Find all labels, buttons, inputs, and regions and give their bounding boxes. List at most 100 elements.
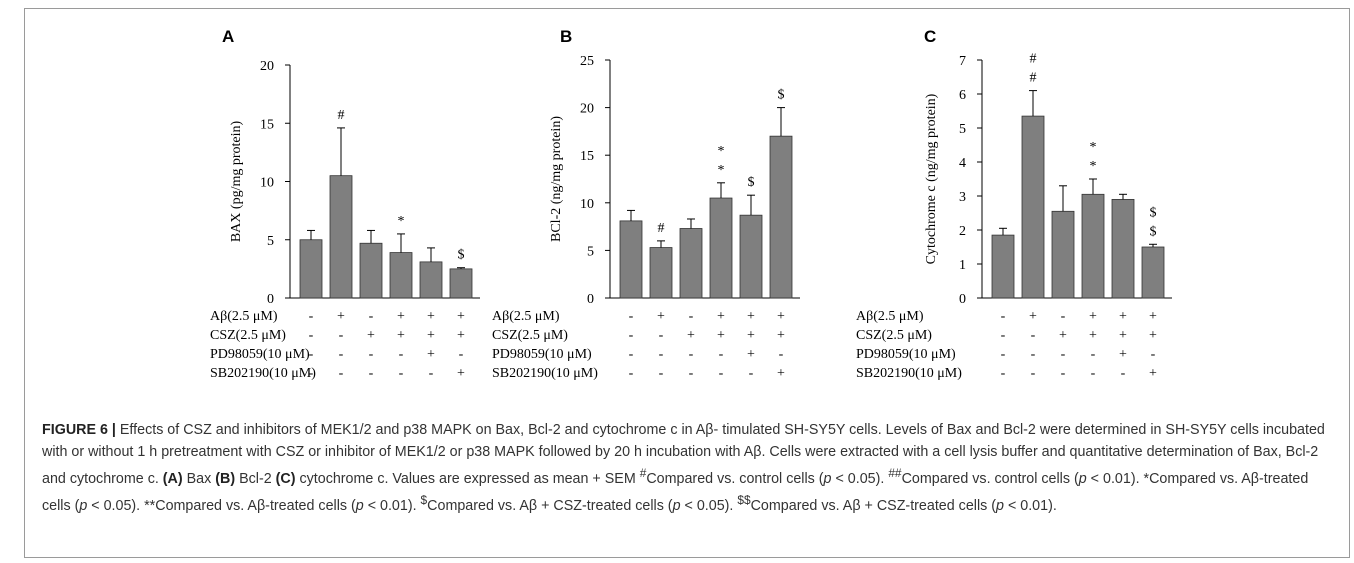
panel-b-treatment-sign: -: [629, 309, 634, 324]
panel-c-treatment-sign: -: [1091, 366, 1096, 381]
panel-b-y-tick-label: 10: [580, 197, 594, 212]
panel-a-treatment-sign: -: [339, 347, 344, 362]
panel-c-y-tick-label: 1: [959, 258, 966, 273]
panel-b-treatment-sign: +: [777, 366, 785, 381]
panel-a-treatment-label: CSZ(2.5 μM): [210, 328, 286, 343]
panel-b-treatment-sign: -: [749, 366, 754, 381]
panel-b-significance-mark: *: [718, 144, 725, 159]
panel-a-treatment-sign: -: [339, 328, 344, 343]
panel-b-treatment-sign: -: [779, 347, 784, 362]
panel-b-treatment-sign: -: [719, 347, 724, 362]
panel-c-y-axis-label: Cytochrome c (ng/mg protein): [924, 93, 939, 264]
panel-a-bar: [449, 268, 473, 299]
panel-b-y-tick-label: 15: [580, 149, 594, 164]
panel-b-significance-mark: $: [748, 175, 755, 190]
panel-c-significance-mark: *: [1090, 159, 1097, 174]
panel-c-y-tick-label: 2: [959, 224, 966, 239]
panel-c-treatment-label: CSZ(2.5 μM): [856, 328, 932, 343]
panel-a-bar: [359, 242, 383, 299]
panel-a-bar: [419, 261, 443, 299]
panel-b-treatment-label: CSZ(2.5 μM): [492, 328, 568, 343]
panel-b-treatment-sign: -: [629, 347, 634, 362]
panel-c-treatment-sign: +: [1119, 347, 1127, 362]
figure-label: FIGURE 6 |: [42, 422, 116, 438]
panel-a-treatment-sign: +: [397, 309, 405, 324]
panel-c-bar: [991, 234, 1015, 299]
panel-c-treatment-sign: -: [1031, 366, 1036, 381]
panel-c-treatment-label: PD98059(10 μM): [856, 347, 956, 362]
panel-c-treatment-sign: +: [1149, 309, 1157, 324]
figure-caption: FIGURE 6 | Effects of CSZ and inhibitors…: [42, 420, 1330, 518]
panel-a-treatment-label: SB202190(10 μM): [210, 366, 316, 381]
panel-c-treatment-sign: +: [1119, 309, 1127, 324]
panel-a-significance-mark: $: [458, 248, 465, 263]
panel-c-treatment-sign: +: [1119, 328, 1127, 343]
panel-c-bar: [1111, 198, 1135, 299]
panel-b-treatment-sign: -: [689, 309, 694, 324]
panel-c-treatment-sign: -: [1001, 347, 1006, 362]
panel-c-y-tick-label: 7: [959, 54, 966, 69]
panel-b-treatment-sign: -: [689, 366, 694, 381]
panel-b-treatment-sign: +: [687, 328, 695, 343]
panel-b-bar: [769, 135, 793, 299]
panel-c-treatment-sign: -: [1061, 309, 1066, 324]
panel-a-treatment-label: Aβ(2.5 μM): [210, 309, 278, 324]
panel-a-treatment-sign: -: [429, 366, 434, 381]
panel-c-treatment-sign: -: [1001, 309, 1006, 324]
panel-b-chart: B BCl-2 (ng/mg protein) 0 5 10 15 20 25 # * * $ $ Aβ(…: [492, 27, 800, 381]
panel-a-significance-mark: *: [398, 214, 405, 229]
panel-a-label: A: [222, 27, 234, 46]
panel-b-treatment-label: Aβ(2.5 μM): [492, 309, 560, 324]
panel-c-treatment-sign: +: [1149, 366, 1157, 381]
panel-b-treatment-sign: +: [717, 328, 725, 343]
panel-b-y-axis-label: BCl-2 (ng/mg protein): [549, 116, 564, 242]
panel-b-treatment-sign: -: [629, 328, 634, 343]
panel-c-treatment-sign: -: [1031, 347, 1036, 362]
panel-a-treatment-sign: +: [457, 328, 465, 343]
panel-c-treatment-label: SB202190(10 μM): [856, 366, 962, 381]
panel-c-treatment-sign: -: [1001, 366, 1006, 381]
panel-c-treatment-sign: -: [1001, 328, 1006, 343]
panel-a-treatment-sign: +: [337, 309, 345, 324]
panel-a-y-tick-label: 20: [260, 59, 274, 74]
panel-b-y-tick-label: 20: [580, 102, 594, 117]
panel-a-treatment-sign: +: [427, 309, 435, 324]
panel-b-bar: [739, 214, 763, 299]
panel-b-bar: [649, 247, 673, 299]
panel-c-treatment-sign: +: [1089, 309, 1097, 324]
panel-c-significance-mark: #: [1030, 71, 1037, 86]
panel-a-treatment-sign: -: [369, 347, 374, 362]
panel-a-treatment-sign: +: [457, 366, 465, 381]
panel-c-significance-mark: *: [1090, 140, 1097, 155]
panel-b-y-tick-label: 25: [580, 54, 594, 69]
panel-a-treatment-sign: -: [399, 347, 404, 362]
panel-a-treatment-sign: +: [397, 328, 405, 343]
panel-a-bar: [329, 175, 353, 299]
panel-b-treatment-label: SB202190(10 μM): [492, 366, 598, 381]
panel-a-y-tick-label: 15: [260, 117, 274, 132]
panel-c-treatment-sign: -: [1031, 328, 1036, 343]
panel-a-y-tick-label: 10: [260, 176, 274, 191]
panel-b-treatment-sign: -: [719, 366, 724, 381]
panel-a-treatment-sign: -: [399, 366, 404, 381]
panel-a-treatment-sign: -: [339, 366, 344, 381]
panel-c-treatment-label: Aβ(2.5 μM): [856, 309, 924, 324]
panel-a-treatment-sign: -: [309, 309, 314, 324]
panel-b-treatment-sign: +: [747, 328, 755, 343]
panel-b-treatment-sign: +: [747, 309, 755, 324]
panel-c-treatment-sign: -: [1061, 366, 1066, 381]
panel-b-treatment-sign: +: [657, 309, 665, 324]
panel-b-y-tick-label: 0: [587, 292, 594, 307]
panel-a-chart: A BAX (pg/mg protein) 0 5 10 15 20 # * $ Aβ(2.5 μM…: [210, 27, 480, 381]
panel-b-treatment-label: PD98059(10 μM): [492, 347, 592, 362]
panel-a-treatment-sign: +: [427, 328, 435, 343]
panel-a-treatment-sign: -: [459, 347, 464, 362]
panel-c-significance-mark: $: [1150, 205, 1157, 220]
panel-b-significance-mark: $: [778, 88, 785, 103]
panel-c-treatment-sign: -: [1121, 366, 1126, 381]
panel-a-significance-mark: #: [338, 108, 345, 123]
panel-a-y-tick-label: 0: [267, 292, 274, 307]
panel-a-treatment-sign: -: [369, 309, 374, 324]
panel-b-treatment-sign: +: [717, 309, 725, 324]
panel-b-treatment-sign: -: [659, 328, 664, 343]
